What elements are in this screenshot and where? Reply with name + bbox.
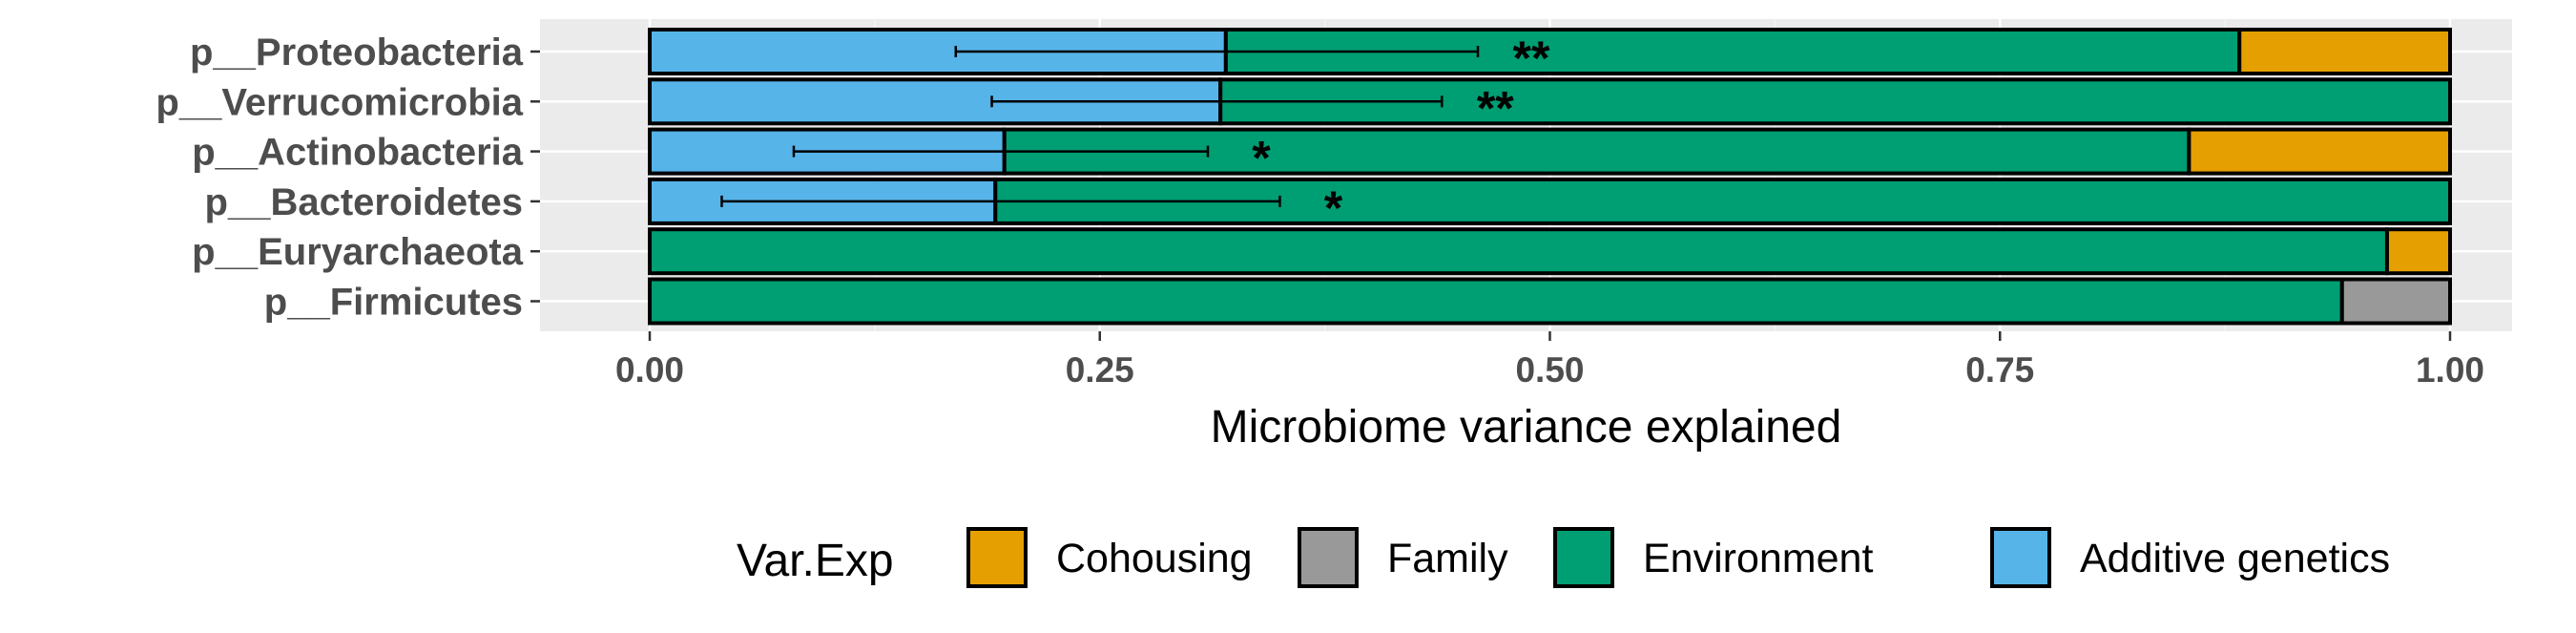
x-tick-label: 0.50 — [1515, 350, 1584, 390]
bar-segment-cohousing — [2187, 127, 2452, 176]
significance-label: * — [1324, 181, 1343, 235]
y-tick-label: p__Proteobacteria — [190, 32, 524, 74]
legend-label: Cohousing — [1056, 536, 1253, 581]
legend-label: Environment — [1643, 536, 1873, 581]
y-tick-label: p__Bacteroidetes — [205, 181, 523, 223]
significance-label: * — [1252, 132, 1271, 185]
y-tick-label: p__Actinobacteria — [192, 132, 524, 174]
x-tick-label: 0.25 — [1066, 350, 1134, 390]
legend-swatch-environment — [1553, 527, 1614, 588]
bar-segment-cohousing — [2237, 28, 2452, 75]
bar-segment-environment — [648, 227, 2389, 276]
x-tick-label: 0.00 — [615, 350, 684, 390]
legend-label: Family — [1387, 536, 1508, 581]
significance-label: ** — [1513, 32, 1550, 85]
bar-segment-environment — [648, 277, 2344, 326]
legend-swatch-family — [1298, 527, 1359, 588]
x-tick-label: 1.00 — [2416, 350, 2484, 390]
legend-title: Var.Exp — [737, 536, 894, 586]
x-axis-title: Microbiome variance explained — [1211, 402, 1842, 453]
y-tick-label: p__Euryarchaeota — [192, 231, 524, 273]
legend-swatch-cohousing — [966, 527, 1028, 588]
bar-segment-family — [2339, 277, 2453, 326]
bar-segment-cohousing — [2384, 227, 2453, 276]
y-tick-label: p__Firmicutes — [264, 282, 523, 324]
y-tick-label: p__Verrucomicrobia — [156, 81, 523, 123]
legend-label: Additive genetics — [2080, 536, 2390, 581]
x-tick-label: 0.75 — [1965, 350, 2034, 390]
legend-swatch-additive-genetics — [1990, 527, 2051, 588]
bar-segment-environment — [993, 177, 2452, 225]
significance-label: ** — [1477, 81, 1514, 135]
